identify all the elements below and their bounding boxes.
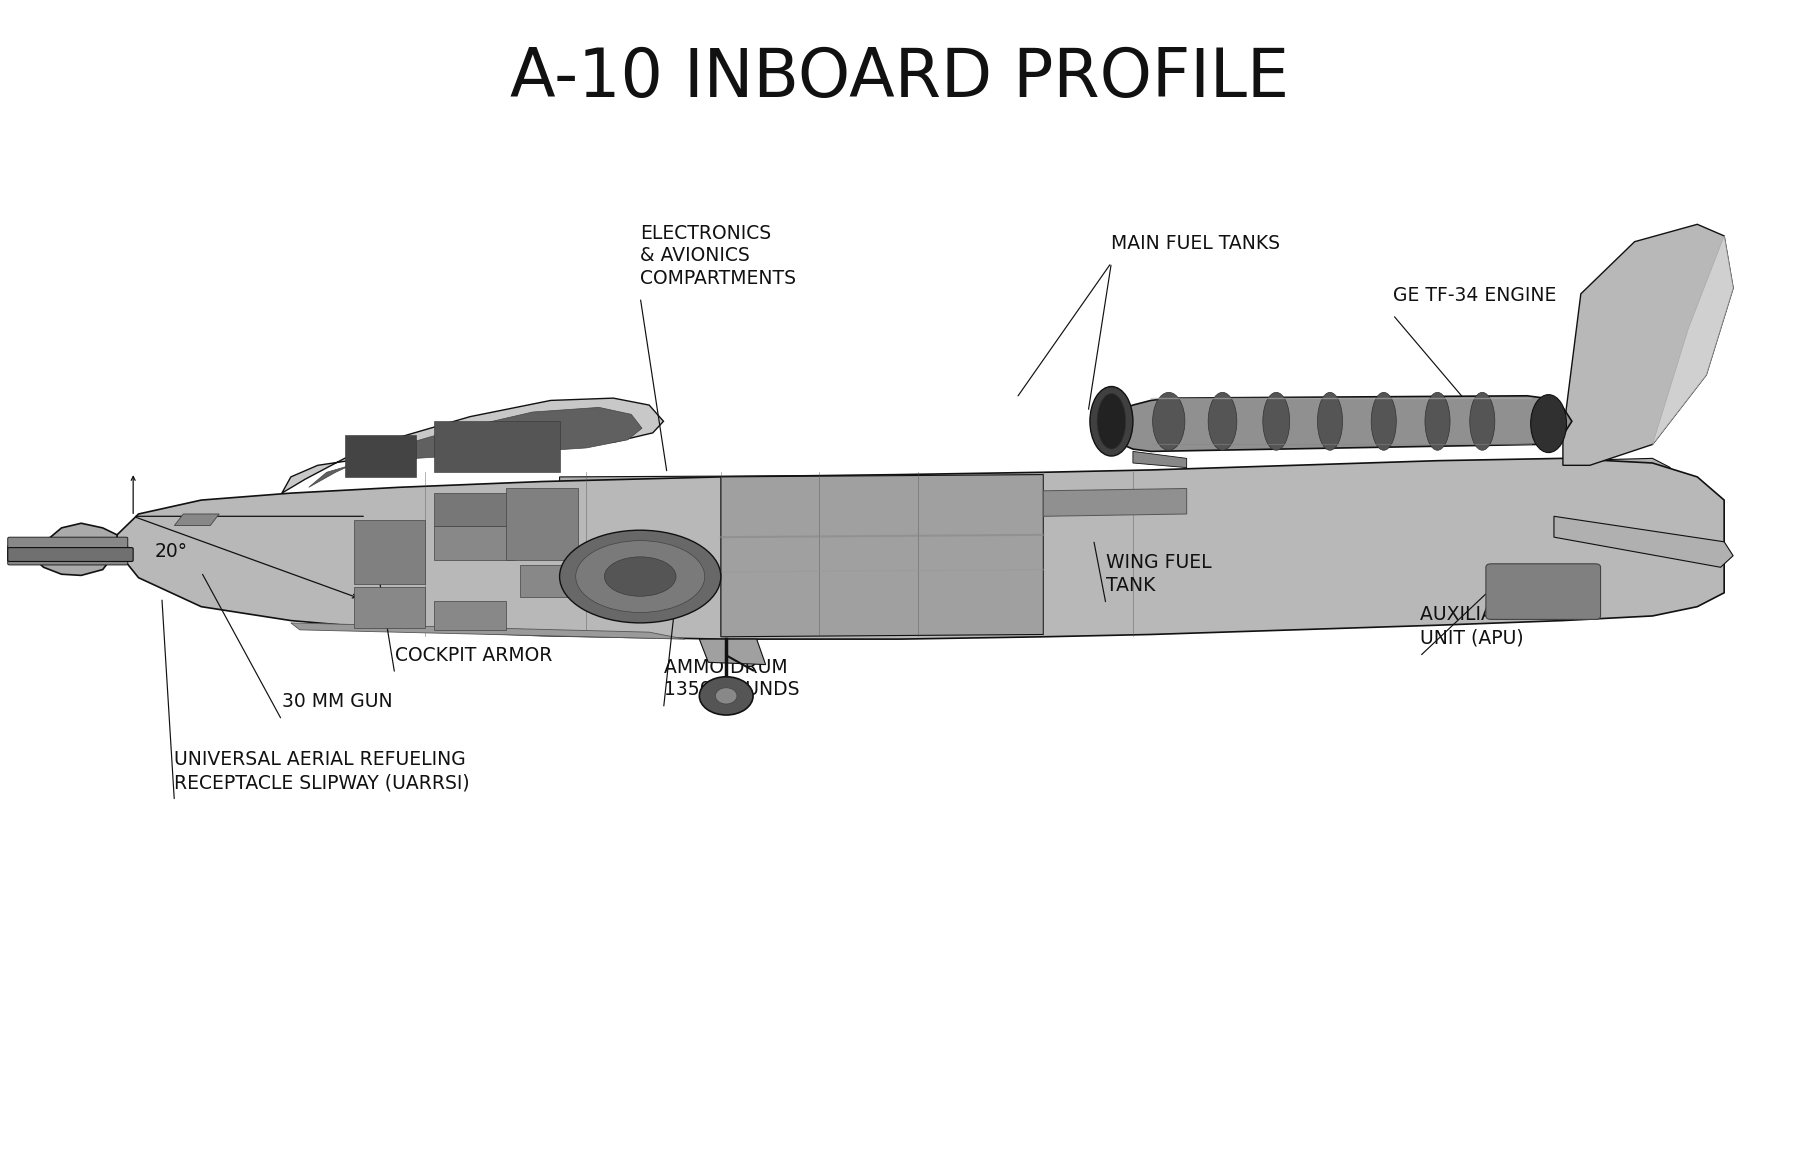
Polygon shape: [1562, 224, 1733, 466]
Ellipse shape: [605, 557, 677, 596]
Ellipse shape: [1091, 386, 1132, 456]
Ellipse shape: [1152, 392, 1184, 450]
Ellipse shape: [560, 530, 720, 623]
Text: A-10 INBOARD PROFILE: A-10 INBOARD PROFILE: [511, 44, 1289, 111]
Ellipse shape: [1372, 392, 1397, 450]
Polygon shape: [720, 475, 1044, 637]
Bar: [353, 519, 425, 584]
FancyBboxPatch shape: [7, 545, 128, 557]
Text: GE TF-34 ENGINE: GE TF-34 ENGINE: [1393, 286, 1555, 306]
Polygon shape: [1132, 452, 1186, 468]
FancyBboxPatch shape: [1485, 564, 1600, 620]
Polygon shape: [117, 459, 1724, 640]
Polygon shape: [1044, 489, 1186, 516]
Text: MAIN FUEL TANKS: MAIN FUEL TANKS: [1111, 235, 1280, 253]
Polygon shape: [292, 623, 686, 640]
Ellipse shape: [700, 677, 752, 715]
Polygon shape: [283, 398, 664, 494]
Text: AMMO DRUM
1350 ROUNDS: AMMO DRUM 1350 ROUNDS: [664, 658, 799, 699]
Bar: [434, 525, 515, 560]
Polygon shape: [344, 435, 416, 477]
Polygon shape: [175, 513, 220, 525]
Ellipse shape: [1264, 392, 1289, 450]
Ellipse shape: [1426, 392, 1451, 450]
Text: 30 MM GUN: 30 MM GUN: [283, 692, 392, 711]
Ellipse shape: [1318, 392, 1343, 450]
Bar: [506, 489, 578, 560]
Bar: [434, 494, 515, 525]
Bar: [520, 565, 574, 598]
Polygon shape: [1652, 236, 1733, 445]
Polygon shape: [1553, 516, 1733, 567]
Ellipse shape: [715, 687, 736, 704]
Text: COCKPIT ARMOR: COCKPIT ARMOR: [394, 645, 553, 665]
Polygon shape: [700, 640, 765, 665]
Text: ELECTRONICS
& AVIONICS
COMPARTMENTS: ELECTRONICS & AVIONICS COMPARTMENTS: [641, 224, 796, 288]
Ellipse shape: [1530, 394, 1566, 453]
FancyBboxPatch shape: [7, 537, 128, 548]
Polygon shape: [310, 407, 643, 488]
Ellipse shape: [1208, 392, 1237, 450]
Bar: [353, 587, 425, 628]
FancyBboxPatch shape: [7, 547, 133, 561]
FancyBboxPatch shape: [7, 553, 128, 565]
Polygon shape: [1094, 396, 1571, 452]
Text: UNIVERSAL AERIAL REFUELING
RECEPTACLE SLIPWAY (UARRSI): UNIVERSAL AERIAL REFUELING RECEPTACLE SL…: [175, 750, 470, 792]
Ellipse shape: [1096, 393, 1125, 449]
Ellipse shape: [576, 540, 706, 613]
Text: AUXILIARY POWER
UNIT (APU): AUXILIARY POWER UNIT (APU): [1420, 606, 1593, 648]
Polygon shape: [434, 421, 560, 473]
Polygon shape: [31, 523, 117, 575]
Bar: [434, 601, 506, 630]
Polygon shape: [560, 480, 1670, 502]
Text: WING FUEL
TANK: WING FUEL TANK: [1105, 553, 1211, 595]
Ellipse shape: [1471, 392, 1494, 450]
Polygon shape: [560, 459, 1670, 489]
Text: 20°: 20°: [155, 541, 187, 561]
